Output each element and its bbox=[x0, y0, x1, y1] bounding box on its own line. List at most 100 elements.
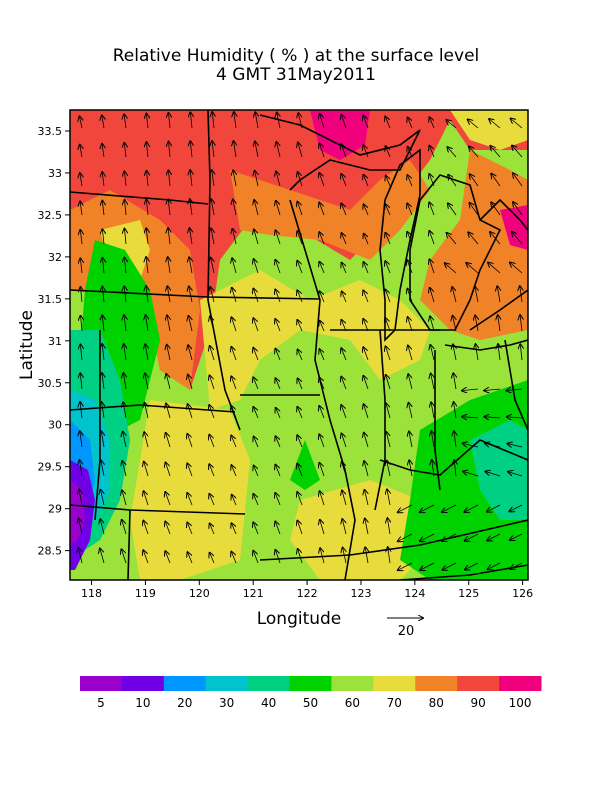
wind-arrow bbox=[232, 229, 236, 245]
state-border bbox=[379, 439, 528, 476]
wind-arrow bbox=[144, 491, 149, 506]
wind-arrow bbox=[167, 286, 170, 303]
wind-arrow bbox=[520, 344, 522, 361]
field-orange-east bbox=[420, 150, 528, 340]
wind-arrow bbox=[407, 204, 413, 216]
wind-arrow bbox=[253, 289, 259, 303]
x-tick-label: 119 bbox=[135, 587, 156, 600]
y-tick-label: 31.5 bbox=[38, 293, 63, 306]
wind-arrow bbox=[122, 490, 127, 506]
wind-arrow bbox=[80, 230, 82, 245]
x-tick-label: 123 bbox=[350, 587, 371, 600]
color-bar-label: 70 bbox=[387, 696, 402, 710]
wind-arrow bbox=[275, 493, 281, 506]
wind-arrow bbox=[462, 417, 479, 418]
lake-superior bbox=[259, 114, 421, 191]
wind-arrow bbox=[320, 291, 325, 303]
reference-vector: 20 bbox=[387, 618, 423, 639]
wind-arrow bbox=[102, 402, 104, 419]
wind-arrow bbox=[398, 562, 413, 570]
state-border bbox=[444, 339, 528, 351]
wind-arrow bbox=[408, 346, 413, 361]
wind-arrow bbox=[190, 170, 192, 187]
wind-arrow bbox=[253, 348, 259, 361]
wind-arrow bbox=[232, 317, 237, 332]
wind-arrow bbox=[512, 232, 523, 245]
wind-arrow bbox=[298, 143, 303, 158]
wind-arrow bbox=[169, 142, 171, 158]
wind-arrow bbox=[81, 316, 83, 332]
wind-arrow bbox=[233, 200, 236, 216]
wind-arrow bbox=[297, 261, 303, 274]
wind-arrow bbox=[363, 145, 369, 158]
wind-arrow bbox=[430, 345, 434, 361]
state-border bbox=[259, 519, 528, 561]
wind-arrow bbox=[146, 257, 148, 274]
state-border bbox=[94, 330, 101, 521]
color-bar-label: 90 bbox=[470, 696, 485, 710]
wind-arrow bbox=[398, 533, 413, 541]
wind-arrow bbox=[146, 228, 148, 245]
wind-arrow bbox=[363, 347, 369, 361]
wind-arrow bbox=[487, 504, 501, 512]
wind-arrow bbox=[254, 259, 259, 274]
wind-arrow bbox=[430, 259, 435, 274]
wind-arrow bbox=[146, 315, 148, 332]
wind-arrow bbox=[447, 233, 457, 245]
wind-arrow bbox=[448, 203, 457, 216]
wind-arrow bbox=[255, 112, 258, 129]
wind-arrow bbox=[464, 504, 479, 512]
wind-arrow bbox=[364, 461, 369, 477]
wind-arrow bbox=[190, 113, 192, 129]
wind-arrow bbox=[319, 434, 325, 448]
wind-arrow bbox=[79, 489, 82, 506]
reference-vector-label: 20 bbox=[398, 624, 415, 639]
wind-arrow bbox=[342, 434, 347, 448]
wind-arrow bbox=[408, 118, 413, 129]
wind-arrow bbox=[386, 375, 391, 390]
wind-arrow bbox=[297, 202, 303, 216]
wind-arrow bbox=[275, 465, 281, 477]
wind-arrow bbox=[146, 200, 148, 216]
wind-arrow bbox=[144, 462, 149, 477]
wind-arrow bbox=[102, 229, 104, 245]
color-bar-swatch bbox=[80, 676, 123, 691]
color-bar-swatch bbox=[415, 676, 458, 691]
wind-arrow bbox=[210, 346, 215, 361]
wind-arrow bbox=[342, 233, 347, 245]
wind-arrow bbox=[408, 317, 413, 332]
wind-arrow bbox=[364, 433, 369, 448]
state-border bbox=[70, 404, 236, 413]
river-border bbox=[289, 199, 356, 580]
wind-arrow bbox=[431, 431, 434, 448]
wind-arrow bbox=[122, 520, 127, 535]
y-tick-label: 30.5 bbox=[38, 377, 63, 390]
wind-arrow bbox=[341, 204, 347, 216]
wind-arrow bbox=[123, 432, 126, 448]
state-border bbox=[207, 110, 241, 431]
boundaries bbox=[70, 110, 528, 580]
y-axis: 33.5 33 32.5 32 31.5 31 30.5 30 29.5 29 28.5 bbox=[38, 125, 70, 558]
color-bar: 5 10 20 30 40 50 60 70 80 90 100 bbox=[80, 676, 542, 710]
wind-arrow bbox=[125, 229, 127, 245]
wind-arrow bbox=[254, 437, 259, 448]
wind-arrow bbox=[168, 228, 170, 245]
wind-arrow bbox=[364, 204, 369, 216]
field-green-spot bbox=[290, 440, 320, 490]
wind-arrow bbox=[188, 404, 193, 419]
wind-arrow bbox=[385, 261, 391, 274]
field-magenta-east bbox=[500, 205, 528, 250]
wind-arrow bbox=[452, 287, 457, 303]
wind-arrow bbox=[212, 141, 214, 158]
wind-arrow bbox=[447, 147, 457, 158]
wind-arrow bbox=[511, 119, 523, 129]
wind-arrow bbox=[102, 373, 104, 390]
wind-arrow bbox=[453, 345, 456, 361]
color-bar-label: 80 bbox=[429, 696, 444, 710]
wind-arrow bbox=[209, 494, 215, 506]
y-tick-label: 33.5 bbox=[38, 125, 63, 138]
wind-arrow bbox=[429, 203, 435, 216]
wind-arrow bbox=[210, 553, 215, 564]
wind-arrow bbox=[167, 345, 170, 361]
